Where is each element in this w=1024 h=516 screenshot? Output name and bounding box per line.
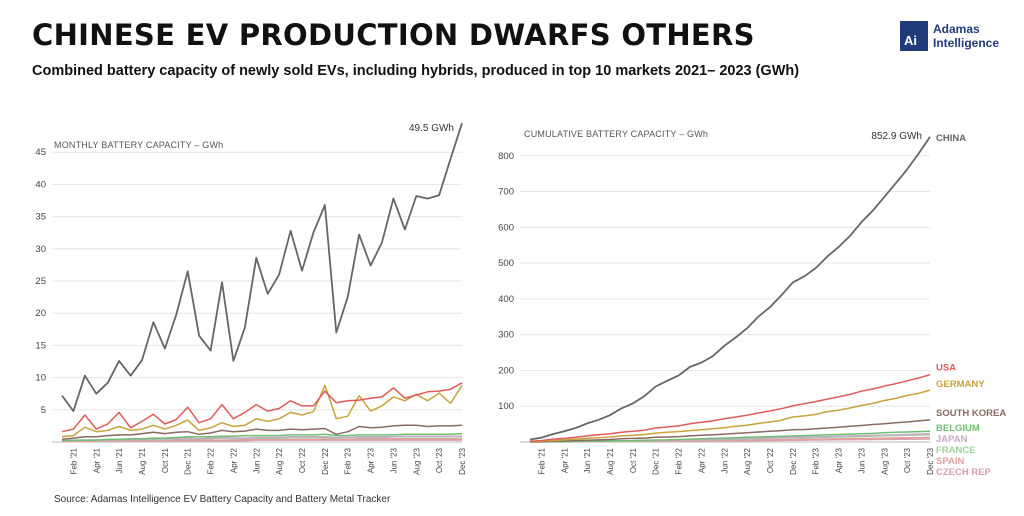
- y-tick-label: 25: [35, 276, 46, 287]
- series-line-china: [529, 136, 931, 441]
- y-tick-label: 400: [498, 294, 514, 305]
- x-tick-label: Jun '21: [583, 447, 592, 473]
- x-tick-label: Dec '23: [458, 447, 467, 474]
- y-tick-label: 45: [35, 147, 46, 158]
- panel-title: CUMULATIVE BATTERY CAPACITY – GWh: [524, 129, 708, 139]
- x-tick-label: Aug '21: [138, 447, 147, 474]
- x-tick-label: Feb '21: [69, 447, 78, 474]
- series-line-south-korea: [529, 419, 931, 443]
- logo-mark: Ai: [900, 21, 928, 51]
- x-tick-label: Feb '23: [344, 447, 353, 474]
- peak-annotation: 852.9 GWh: [871, 131, 922, 142]
- x-tick-label: Jun '23: [857, 447, 866, 473]
- x-tick-label: Oct '22: [298, 447, 307, 473]
- x-tick-label: Aug '22: [275, 447, 284, 474]
- panel-title: MONTHLY BATTERY CAPACITY – GWh: [54, 140, 223, 150]
- series-label-czech-rep: CZECH REP: [936, 467, 992, 478]
- x-tick-label: Oct '22: [766, 447, 775, 473]
- x-tick-label: Dec '21: [184, 447, 193, 474]
- series-label-germany: GERMANY: [936, 379, 985, 390]
- series-label-china: CHINA: [936, 133, 966, 144]
- y-tick-label: 500: [498, 258, 514, 269]
- y-tick-label: 200: [498, 365, 514, 376]
- x-tick-label: Feb '22: [675, 447, 684, 474]
- x-tick-label: Apr '23: [835, 447, 844, 473]
- monthly-capacity-chart: 5 10 15 20 25 30 35 40 45 Feb '21 Apr '21 Jun '21 Au…: [35, 122, 467, 475]
- x-tick-label: Aug '22: [743, 447, 752, 474]
- series-line-china: [61, 122, 463, 413]
- series-label-spain: SPAIN: [936, 456, 964, 467]
- series-line-belgium: [529, 430, 931, 443]
- y-tick-label: 600: [498, 222, 514, 233]
- x-tick-label: Aug '23: [412, 447, 421, 474]
- x-tick-label: Jun '23: [389, 447, 398, 473]
- y-tick-label: 35: [35, 212, 46, 223]
- y-tick-label: 40: [35, 179, 46, 190]
- y-tick-label: 100: [498, 401, 514, 412]
- series-line-germany: [61, 384, 463, 438]
- x-tick-label: Apr '21: [92, 447, 101, 473]
- x-tick-label: Oct '23: [435, 447, 444, 473]
- series-label-south-korea: SOUTH KOREA: [936, 408, 1006, 419]
- series-label-usa: USA: [936, 363, 956, 374]
- x-tick-label: Apr '23: [367, 447, 376, 473]
- logo-line-2: Intelligence: [933, 36, 1000, 50]
- y-tick-label: 800: [498, 151, 514, 162]
- x-tick-label: Feb '23: [812, 447, 821, 474]
- x-tick-label: Dec '22: [321, 447, 330, 474]
- series-label-belgium: BELGIUM: [936, 423, 980, 434]
- y-tick-label: 20: [35, 308, 46, 319]
- y-tick-label: 5: [41, 405, 46, 416]
- series-line-usa: [529, 373, 931, 443]
- x-tick-label: Aug '21: [606, 447, 615, 474]
- brand-logo: Ai Adamas Intelligence: [900, 21, 999, 51]
- x-tick-label: Jun '22: [252, 447, 261, 473]
- y-tick-label: 700: [498, 187, 514, 198]
- x-tick-label: Oct '23: [903, 447, 912, 473]
- x-tick-label: Apr '21: [560, 447, 569, 473]
- series-line-usa: [61, 382, 463, 433]
- x-tick-label: Aug '23: [880, 447, 889, 474]
- page-subtitle: Combined battery capacity of newly sold …: [32, 63, 800, 79]
- x-tick-label: Dec '21: [652, 447, 661, 474]
- cumulative-capacity-chart: 100 200 300 400 500 600 700 800 Feb '21 Apr '21 Ju…: [498, 129, 1006, 478]
- peak-annotation: 49.5 GWh: [409, 123, 454, 134]
- x-tick-label: Jun '21: [115, 447, 124, 473]
- x-tick-label: Oct '21: [161, 447, 170, 473]
- y-tick-label: 15: [35, 340, 46, 351]
- logo-text: Adamas Intelligence: [933, 22, 999, 50]
- y-tick-label: 10: [35, 373, 46, 384]
- x-tick-label: Feb '22: [207, 447, 216, 474]
- y-tick-label: 30: [35, 244, 46, 255]
- series-line-germany: [529, 389, 931, 443]
- series-line-belgium: [61, 432, 463, 442]
- x-tick-label: Feb '21: [537, 447, 546, 474]
- x-tick-label: Oct '21: [629, 447, 638, 473]
- series-label-france: FRANCE: [936, 445, 976, 456]
- series-label-japan: JAPAN: [936, 434, 968, 445]
- x-tick-label: Apr '22: [697, 447, 706, 473]
- x-tick-label: Jun '22: [720, 447, 729, 473]
- series-line-spain: [62, 438, 462, 443]
- logo-line-1: Adamas: [933, 22, 980, 36]
- y-tick-label: 300: [498, 330, 514, 341]
- x-tick-label: Dec '23: [926, 447, 935, 474]
- series-line-south-korea: [61, 424, 463, 441]
- page-title: CHINESE EV PRODUCTION DWARFS OTHERS: [32, 18, 755, 52]
- x-tick-label: Dec '22: [789, 447, 798, 474]
- source-note: Source: Adamas Intelligence EV Battery C…: [54, 494, 391, 505]
- x-tick-label: Apr '22: [229, 447, 238, 473]
